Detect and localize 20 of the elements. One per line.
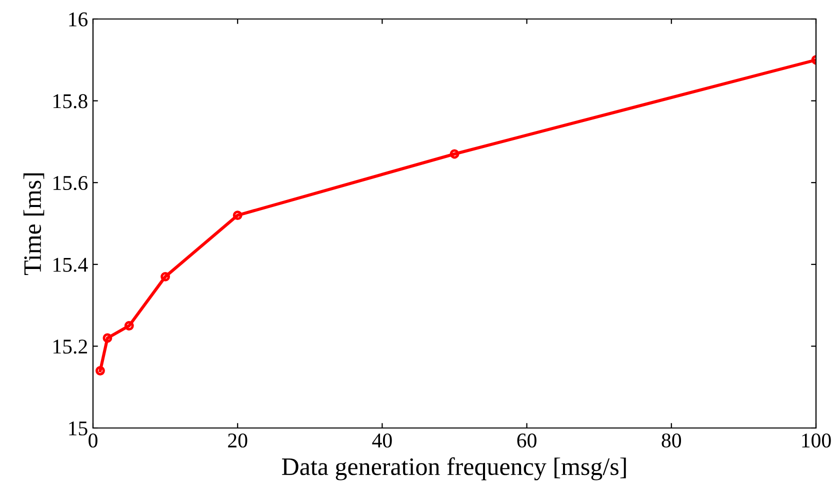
y-tick-label: 16 <box>69 12 88 26</box>
point <box>124 321 134 330</box>
x-axis-title: Data generation frequency [msg/s] <box>282 457 626 480</box>
x-tick-label: 40 <box>372 433 392 448</box>
point <box>160 272 170 282</box>
y-axis-title: Time [ms] <box>23 173 44 276</box>
y-tick-label: 15.4 <box>54 258 88 272</box>
point <box>450 149 460 159</box>
y-tick-label: 15.6 <box>54 176 88 190</box>
y-tick-label: 15 <box>69 421 88 436</box>
x-tick-label: 0 <box>88 433 98 448</box>
x-tick-label: 20 <box>228 433 248 448</box>
y-tick-label: 15.2 <box>54 340 87 354</box>
y-tick-label: 15.8 <box>54 94 88 108</box>
point <box>96 366 105 376</box>
x-tick-label: 60 <box>517 433 536 448</box>
x-tick-label: 100 <box>802 433 831 448</box>
x-tick-label: 80 <box>662 433 682 448</box>
point <box>102 333 112 343</box>
point <box>232 210 242 220</box>
